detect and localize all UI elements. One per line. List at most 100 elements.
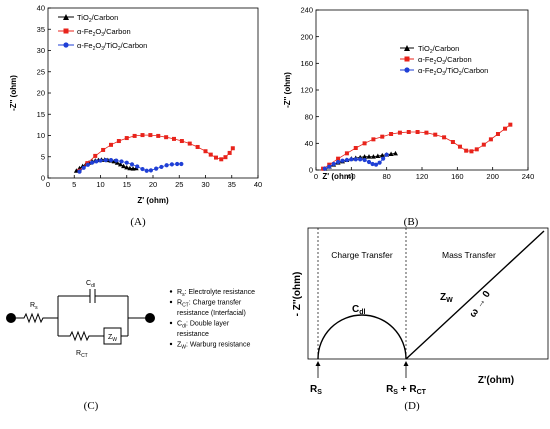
y-tick-label: 120 — [300, 86, 313, 95]
panel-label-c: (C) — [84, 400, 99, 412]
data-point — [175, 161, 180, 167]
data-point — [450, 140, 455, 144]
data-point — [219, 157, 224, 162]
data-point — [495, 132, 500, 136]
data-point — [148, 168, 153, 173]
legend-marker-square — [404, 56, 410, 62]
data-point — [389, 132, 394, 136]
data-point — [340, 158, 345, 163]
data-point — [195, 144, 200, 149]
data-point — [98, 158, 103, 163]
y-tick-label: 80 — [305, 112, 313, 121]
data-point — [94, 159, 99, 164]
chart-b-xlabel: Z' (ohm) — [322, 172, 354, 181]
chart-b-ticks: 0 40 80 120 160 200 240 0 40 80 120 160 200 240 — [300, 6, 534, 181]
data-point — [481, 142, 486, 147]
data-point — [353, 146, 358, 150]
data-point — [144, 168, 149, 173]
label-rs-plus-rct: RS + RCT — [386, 384, 427, 396]
data-point — [230, 146, 235, 151]
schematic-frame — [307, 227, 549, 360]
chart-b: 0 40 80 120 160 200 240 0 40 80 120 160 200 240 Z' (o… — [283, 6, 534, 228]
x-tick-label: 25 — [175, 180, 183, 189]
series-2 — [321, 122, 513, 171]
y-tick-label: 25 — [37, 67, 45, 76]
label-omega: ω → 0 — [467, 289, 493, 320]
data-point — [156, 133, 161, 138]
bullet-item: resistance — [177, 331, 209, 338]
chart-b-legend-1: TiO2/Carbon — [418, 44, 459, 55]
data-point — [129, 162, 135, 167]
bullet-item: Rs: Electrolyte resistance — [177, 289, 255, 298]
x-tick-label: 0 — [46, 180, 50, 189]
data-point — [214, 155, 218, 160]
series-3 — [322, 152, 389, 171]
data-point — [164, 163, 169, 168]
data-point — [159, 164, 164, 170]
x-tick-label: 40 — [347, 172, 355, 181]
data-point — [327, 164, 332, 169]
legend-marker-circle — [63, 42, 69, 48]
chart-b-legend: TiO2/Carbon α-Fe2O3/Carbon α-Fe2O3/TiO2/… — [400, 44, 488, 77]
data-point — [169, 162, 174, 167]
y-tick-label: 160 — [300, 59, 313, 68]
region-mass-transfer: Mass Transfer — [442, 250, 496, 260]
data-point — [358, 157, 363, 162]
x-tick-label: 120 — [416, 172, 429, 181]
data-point — [375, 153, 381, 158]
data-point — [154, 166, 159, 171]
terminal-left — [6, 313, 16, 323]
y-tick-label: 20 — [37, 89, 45, 98]
chart-a-xlabel: Z' (ohm) — [137, 196, 169, 205]
label-zw: ZW — [108, 334, 117, 343]
circuit-legend: Rs: Electrolyte resistance RCT: Charge tr… — [169, 289, 255, 351]
data-point — [362, 154, 368, 159]
resistor-rct — [58, 330, 104, 342]
data-point — [379, 152, 385, 158]
data-point — [187, 141, 192, 146]
bullet-item: RCT: Charge transfer — [177, 300, 242, 309]
data-point — [116, 139, 121, 144]
chart-b-legend-3: α-Fe2O3/TiO2/Carbon — [418, 66, 488, 77]
chart-a-legend: TiO2/Carbon α-Fe2O3/Carbon α-Fe2O3/TiO2/… — [58, 13, 147, 52]
data-point — [370, 161, 375, 167]
data-point — [179, 161, 184, 167]
data-point — [353, 157, 358, 162]
chart-a-legend-1: TiO2/Carbon — [77, 13, 118, 24]
x-tick-label: 240 — [522, 172, 535, 181]
data-point — [127, 165, 133, 171]
data-point — [208, 152, 213, 157]
label-zw: ZW — [440, 292, 453, 304]
resistor-rs — [15, 312, 58, 324]
data-point — [179, 139, 184, 144]
y-tick-label: 0 — [309, 166, 313, 175]
data-point — [336, 156, 341, 161]
data-point — [474, 147, 479, 152]
data-point — [384, 152, 389, 157]
legend-marker-triangle — [404, 45, 410, 51]
data-point — [464, 148, 469, 153]
x-tick-label: 15 — [123, 180, 131, 189]
data-point — [406, 130, 411, 134]
region-charge-transfer: Charge Transfer — [331, 250, 393, 260]
data-point — [503, 126, 508, 131]
warburg-line — [405, 230, 545, 360]
data-point — [322, 166, 327, 171]
data-point — [119, 159, 124, 164]
circuit-labels: Rs Cdl RCT ZW — [30, 280, 117, 359]
chart-a: 0 5 10 15 20 25 30 35 40 0 5 10 15 20 25 30 35 40 Z' (ohm… — [9, 4, 262, 228]
data-point — [344, 151, 349, 156]
data-point — [362, 141, 367, 146]
x-tick-label: 200 — [486, 172, 499, 181]
data-point — [124, 160, 129, 165]
y-tick-label: 10 — [37, 131, 45, 140]
x-tick-label: 80 — [382, 172, 390, 181]
data-point — [393, 150, 398, 156]
panel-label-b: (B) — [404, 216, 419, 228]
chart-a-ticks: 0 5 10 15 20 25 30 35 40 0 5 10 15 20 25 30 35 40 — [37, 4, 263, 189]
data-point — [109, 142, 113, 147]
x-tick-label: 30 — [201, 180, 209, 189]
x-tick-label: 20 — [149, 180, 157, 189]
y-tick-label: 5 — [41, 152, 45, 161]
